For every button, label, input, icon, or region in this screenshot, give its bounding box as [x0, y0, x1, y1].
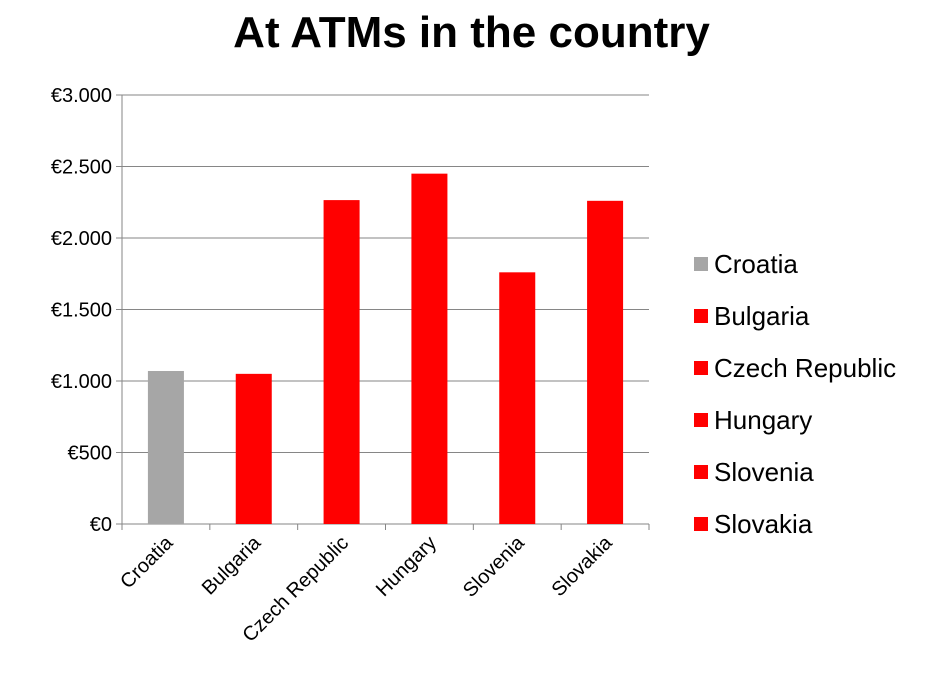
- bar-bulgaria: [235, 373, 272, 524]
- x-tick-label: Slovakia: [548, 531, 618, 601]
- legend-item: Czech Republic: [694, 342, 896, 394]
- bar-czech-republic: [323, 200, 360, 525]
- y-tick-label: €0: [90, 514, 112, 536]
- y-tick-labels: €0 €500 €1.000 €1.500 €2.000 €2.500 €3.000: [51, 85, 112, 536]
- bars: [147, 173, 624, 525]
- legend-swatch: [694, 413, 708, 427]
- legend-label: Czech Republic: [714, 352, 897, 383]
- gridlines: [122, 94, 649, 453]
- legend-item: Hungary: [694, 394, 896, 446]
- bar-hungary: [411, 173, 448, 524]
- chart-title: At ATMs in the country: [233, 8, 710, 57]
- legend-label: Slovakia: [714, 508, 813, 539]
- y-tick-label: €3.000: [51, 85, 112, 107]
- legend-item: Slovakia: [694, 498, 896, 550]
- legend-item: Bulgaria: [694, 290, 896, 342]
- x-tick-label: Croatia: [116, 531, 178, 593]
- legend-item: Slovenia: [694, 446, 896, 498]
- legend-swatch: [694, 257, 708, 271]
- axes: [116, 94, 650, 530]
- legend-label: Bulgaria: [714, 300, 810, 331]
- y-tick-label: €2.500: [51, 157, 112, 179]
- x-tick-label: Hungary: [372, 532, 441, 601]
- legend-label: Hungary: [714, 404, 813, 435]
- y-tick-label: €1.000: [51, 371, 112, 393]
- y-tick-label: €500: [68, 443, 113, 465]
- y-tick-label: €1.500: [51, 300, 112, 322]
- legend-swatch: [694, 309, 708, 323]
- bar-slovenia: [499, 272, 536, 524]
- legend-swatch: [694, 361, 708, 375]
- bar-croatia: [147, 370, 184, 524]
- legend-label: Croatia: [714, 248, 798, 279]
- legend-swatch: [694, 517, 708, 531]
- bar-slovakia: [587, 200, 624, 524]
- y-tick-label: €2.000: [51, 228, 112, 250]
- x-tick-label: Slovenia: [459, 531, 529, 601]
- legend: Croatia Bulgaria Czech Republic Hungary Slov…: [694, 238, 896, 550]
- legend-swatch: [694, 465, 708, 479]
- legend-item: Croatia: [694, 238, 896, 290]
- x-tick-label: Bulgaria: [198, 531, 266, 599]
- legend-label: Slovenia: [714, 456, 814, 487]
